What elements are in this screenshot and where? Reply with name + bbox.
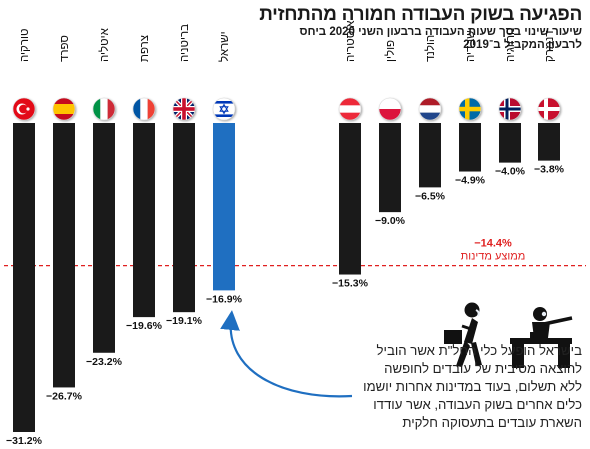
country-label: ישראל <box>218 31 231 62</box>
country-label: ספרד <box>59 35 71 62</box>
country-label: פולין <box>384 40 397 62</box>
france-flag <box>132 97 156 121</box>
office-workers-illustration <box>444 302 573 368</box>
bar-value-label: −16.9% <box>206 293 243 305</box>
turkey-flag <box>12 97 36 121</box>
bar <box>379 123 401 213</box>
annotation-line: להוצאה מסיבית של עובדים לחופשה <box>384 361 582 376</box>
bar <box>93 123 115 353</box>
netherlands-flag <box>418 97 442 121</box>
bar-value-label: −4.9% <box>455 175 486 187</box>
bar-value-label: −19.6% <box>126 320 163 332</box>
bar-value-label: −4.0% <box>495 166 526 178</box>
country-label: צרפת <box>139 35 151 62</box>
bar <box>339 123 361 275</box>
bar <box>213 123 235 291</box>
uk-flag <box>172 97 196 121</box>
average-name-label: ממוצע מדינות <box>461 251 526 263</box>
norway-flag <box>498 97 522 121</box>
bar-value-label: −23.2% <box>86 356 123 368</box>
bar-value-label: −3.8% <box>534 164 565 176</box>
country-label: דנמרק <box>544 30 556 62</box>
country-label: הולנד <box>424 35 437 62</box>
chart-header: הפגיעה בשוק העבודה חמורה מהתחזית שיעור ש… <box>112 4 582 52</box>
country-label: נורווגיה <box>505 28 517 63</box>
country-label: איטליה <box>98 27 111 62</box>
annotation-line: כלים אחרים בשוק העבודה, אשר עודדו <box>373 397 582 412</box>
bar <box>173 123 195 313</box>
austria-flag <box>338 97 362 121</box>
bar-value-label: −19.1% <box>166 315 203 327</box>
bar <box>499 123 521 163</box>
country-label: שבדיה <box>465 30 477 62</box>
poland-flag <box>378 97 402 121</box>
bar <box>133 123 155 318</box>
bar-value-label: −31.2% <box>6 435 43 447</box>
chart-subtitle-line2: לרבעון המקביל ב־2019 <box>463 39 582 51</box>
average-value-label: −14.4% <box>474 238 512 250</box>
country-label: בריטניה <box>179 24 191 62</box>
sweden-flag <box>458 97 482 121</box>
italy-flag <box>92 97 116 121</box>
israel-flag <box>212 97 236 121</box>
bar <box>459 123 481 172</box>
bar <box>419 123 441 188</box>
annotation-line: בישראל הופעל כלי החל"ת אשר הוביל <box>376 343 582 358</box>
bar-value-label: −6.5% <box>415 190 446 202</box>
bar-value-label: −15.3% <box>332 278 369 290</box>
chart-title: הפגיעה בשוק העבודה חמורה מהתחזית <box>259 4 582 25</box>
spain-flag <box>52 97 76 121</box>
country-label: טורקיה <box>19 29 31 62</box>
annotation-arrow <box>220 310 353 398</box>
denmark-flag <box>537 97 561 121</box>
chart-subtitle-line1: שיעור שינוי בסך שעות העבודה ברבעון השני … <box>299 26 582 38</box>
bar-value-label: −26.7% <box>46 390 83 402</box>
annotation-line: השארת עובדים בתעסוקה חלקית <box>402 415 582 430</box>
annotation-text: בישראל הופעל כלי החל"ת אשר הוביל להוצאה … <box>326 342 582 432</box>
annotation-line: ללא תשלום, בעוד במדינות אחרות יושמו <box>363 379 582 394</box>
country-label: אוסטריה <box>345 20 357 62</box>
bar <box>13 123 35 432</box>
bar <box>538 123 560 161</box>
bar <box>53 123 75 388</box>
bar-value-label: −9.0% <box>375 215 406 227</box>
